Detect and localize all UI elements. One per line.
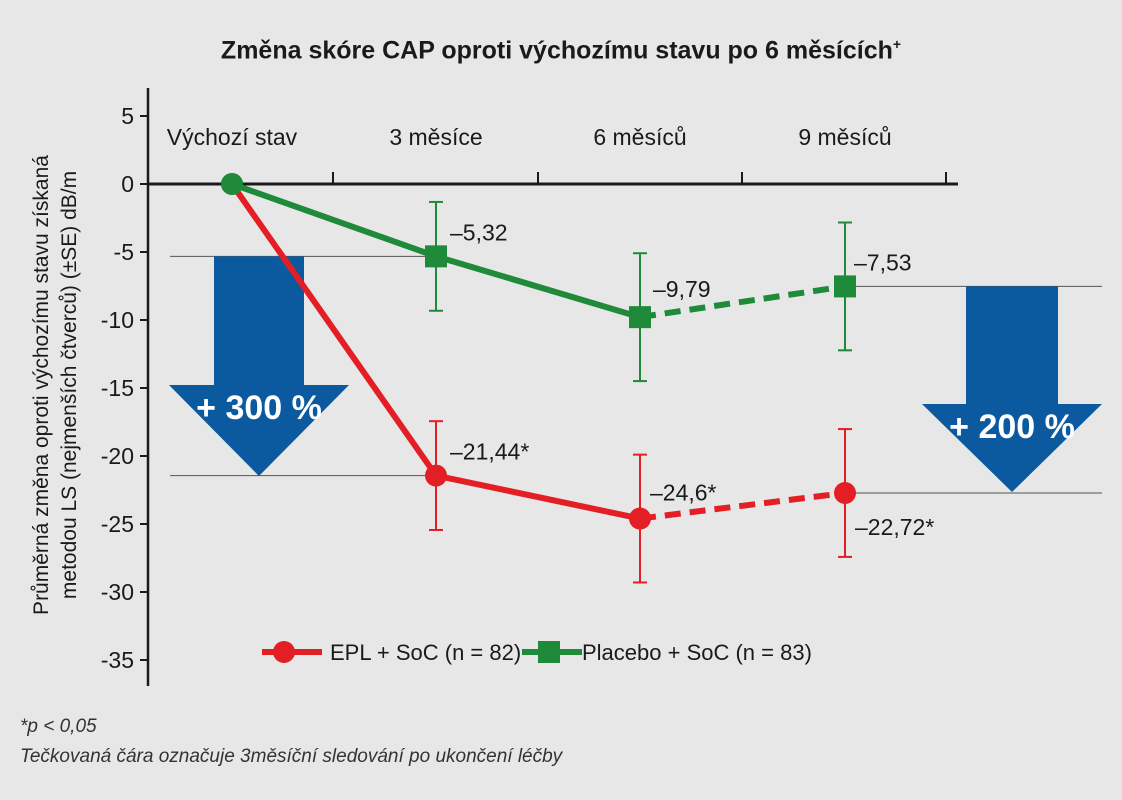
footnote-significance: *p < 0,05 (20, 716, 97, 737)
y-tick-label: -30 (101, 579, 134, 605)
data-label: –21,44* (450, 439, 529, 465)
y-tick-label: -5 (114, 239, 134, 265)
series-line-epl (229, 182, 439, 478)
data-label: –22,72* (855, 514, 934, 540)
data-point-placebo (425, 245, 447, 268)
y-tick-label: -25 (101, 511, 134, 537)
data-label: –24,6* (650, 480, 717, 506)
legend-marker-placebo (538, 641, 560, 663)
y-tick-label: -35 (101, 647, 134, 673)
y-tick-label: -10 (101, 307, 134, 333)
series-line-placebo (639, 283, 846, 321)
legend-marker-epl (273, 641, 295, 663)
x-category-label: 9 měsíců (798, 124, 891, 150)
legend-label-placebo: Placebo + SoC (n = 83) (582, 640, 812, 665)
data-point-epl (629, 507, 651, 530)
arrow-200-label: + 200 % (949, 408, 1075, 446)
data-point-epl (425, 464, 447, 487)
y-tick-label: 0 (121, 171, 134, 197)
y-tick-label: -20 (101, 443, 134, 469)
y-tick-label: -15 (101, 375, 134, 401)
x-category-label: 6 měsíců (593, 124, 686, 150)
arrow-300 (169, 256, 349, 476)
series-line-placebo (435, 253, 641, 321)
x-category-label: Výchozí stav (167, 124, 298, 150)
baseline-point (221, 173, 243, 195)
data-label: –7,53 (854, 249, 912, 275)
series-line-placebo (230, 181, 438, 260)
legend-label-epl: EPL + SoC (n = 82) (330, 640, 521, 665)
series-line-epl (435, 472, 641, 522)
data-point-epl (834, 481, 856, 504)
series-line-epl (639, 490, 846, 522)
arrow-200 (922, 286, 1102, 492)
arrow-300-label: + 300 % (196, 389, 322, 427)
y-axis-label-line2: metodou LS (nejmenších čtverců) (±SE) dB… (58, 171, 81, 599)
data-label: –5,32 (450, 219, 508, 245)
data-point-placebo (629, 306, 651, 329)
y-axis-label-line1: Průměrná změna oproti výchozímu stavu zí… (30, 155, 53, 615)
chart-title: Změna skóre CAP oproti výchozímu stavu p… (220, 36, 902, 65)
y-tick-label: 5 (121, 103, 134, 129)
data-label: –9,79 (653, 276, 711, 302)
x-category-label: 3 měsíce (389, 124, 482, 150)
data-point-placebo (834, 275, 856, 298)
footnote-dashed-line: Tečkovaná čára označuje 3měsíční sledová… (20, 746, 563, 767)
